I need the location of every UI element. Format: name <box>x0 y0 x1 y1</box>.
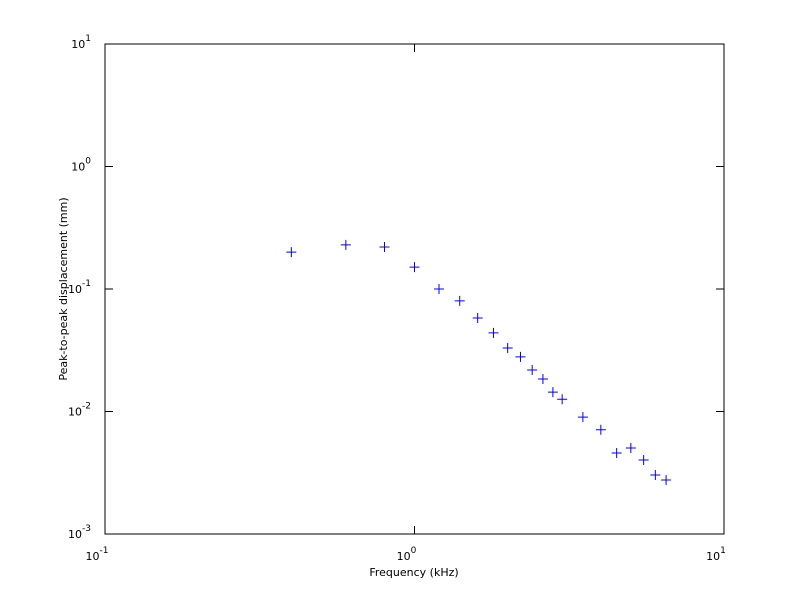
point <box>409 262 420 273</box>
tick-exponent: -1 <box>82 279 91 289</box>
tick-label: 100 <box>71 157 91 174</box>
tick-exponent: 0 <box>411 546 417 556</box>
point <box>454 295 465 306</box>
tick-label: 100 <box>397 546 417 563</box>
point <box>577 412 588 423</box>
tick-label: 10-1 <box>68 279 91 296</box>
point <box>638 454 649 465</box>
tick-exponent: 0 <box>85 157 91 167</box>
tick-exponent: 1 <box>85 34 91 44</box>
tick-base: 10 <box>68 528 82 541</box>
point <box>379 242 390 253</box>
tick-base: 10 <box>68 283 82 296</box>
tick-base: 10 <box>68 406 82 419</box>
point <box>611 448 622 459</box>
y-axis-label: Peak-to-peak displacement (mm) <box>57 197 70 380</box>
tick-base: 10 <box>706 550 720 563</box>
tick-label: 10-2 <box>68 402 91 419</box>
point <box>547 387 558 398</box>
point <box>340 239 351 250</box>
tick-label: 101 <box>706 546 726 563</box>
point <box>650 470 661 481</box>
x-axis-label: Frequency (kHz) <box>369 566 458 579</box>
plot-frame <box>104 43 725 535</box>
tick-exponent: -3 <box>82 524 91 534</box>
tick-base: 10 <box>71 161 85 174</box>
point <box>488 327 499 338</box>
point <box>472 312 483 323</box>
point <box>595 424 606 435</box>
point <box>537 374 548 385</box>
point <box>502 342 513 353</box>
tick-label: 101 <box>71 34 91 51</box>
tick-label: 10-3 <box>68 524 91 541</box>
point <box>434 284 445 294</box>
point <box>527 365 538 376</box>
point <box>625 442 636 453</box>
tick-exponent: -1 <box>100 546 109 556</box>
point <box>557 394 568 405</box>
tick-exponent: -2 <box>82 402 91 412</box>
point <box>286 247 297 258</box>
tick-label: 10-1 <box>86 546 109 563</box>
tick-base: 10 <box>71 38 85 51</box>
point <box>661 474 672 485</box>
tick-base: 10 <box>86 550 100 563</box>
point <box>515 351 526 362</box>
tick-exponent: 1 <box>720 546 726 556</box>
tick-base: 10 <box>397 550 411 563</box>
